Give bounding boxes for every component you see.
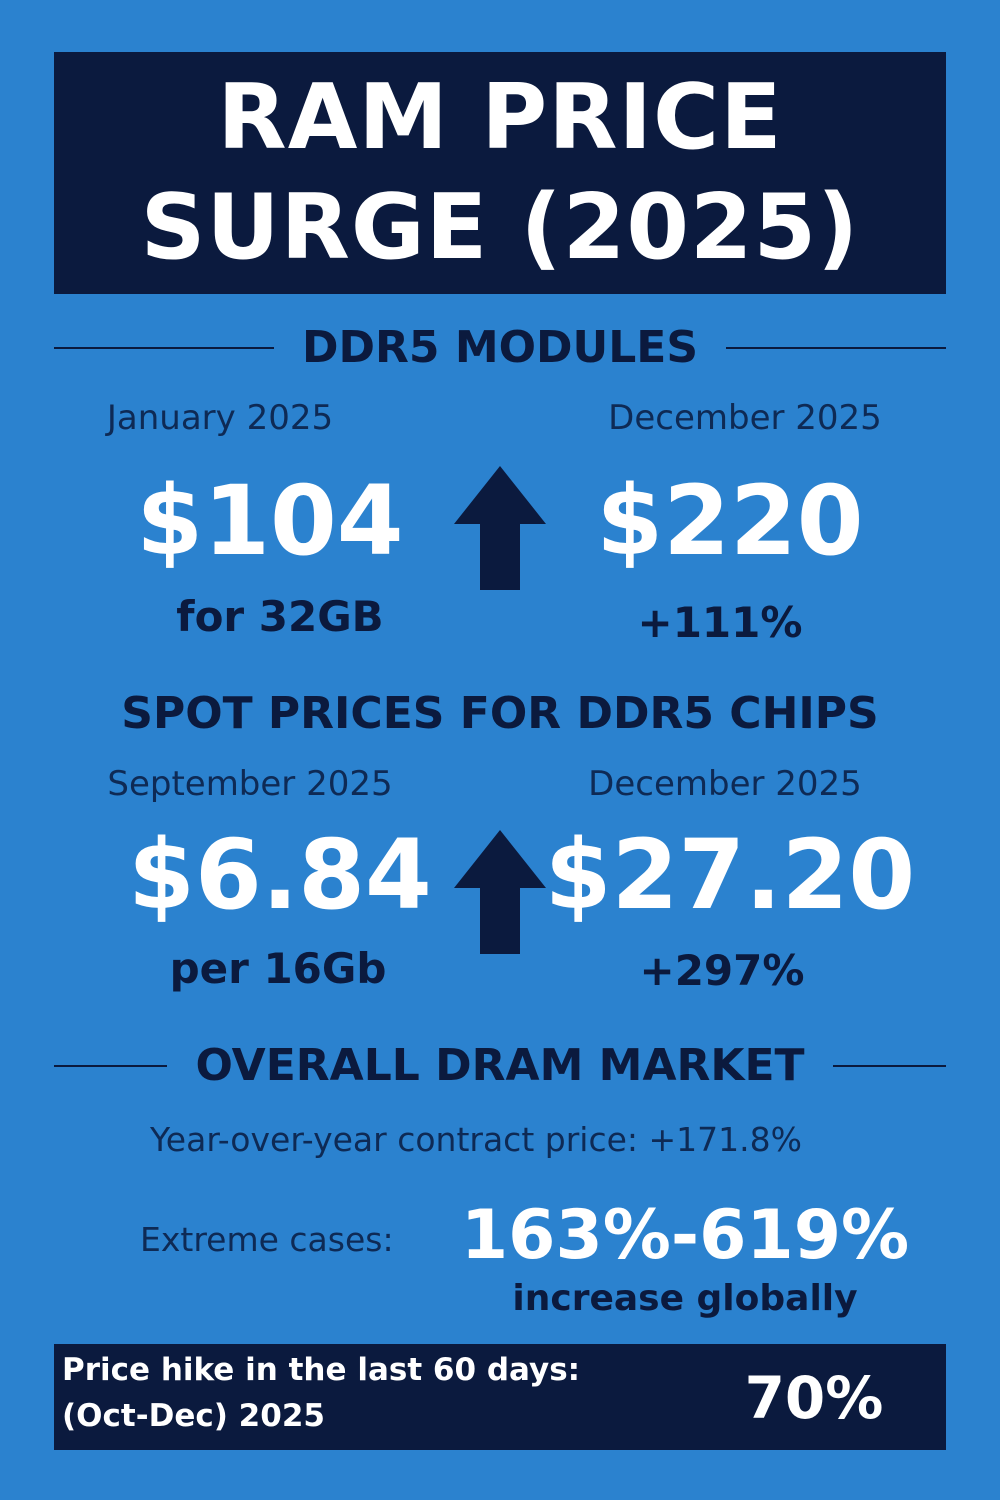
up-arrow-icon	[454, 830, 546, 954]
footer-line-1: Price hike in the last 60 days:	[62, 1352, 581, 1388]
yoy-contract-price: Year-over-year contract price: +171.8%	[150, 1120, 802, 1159]
footer-banner: Price hike in the last 60 days: (Oct-Dec…	[54, 1344, 946, 1450]
ddr5-to-price: $220	[596, 465, 864, 577]
ddr5-modules-heading-text: DDR5 MODULES	[301, 322, 699, 373]
title-line-2: SURGE (2025)	[140, 175, 860, 280]
spot-to-price: $27.20	[544, 819, 916, 931]
extreme-cases-label: Extreme cases:	[140, 1220, 394, 1259]
extreme-cases-value: 163%-619%	[460, 1196, 910, 1275]
ddr5-modules-heading: DDR5 MODULES	[54, 322, 946, 373]
ddr5-from-note: for 32GB	[176, 592, 384, 641]
ddr5-from-price: $104	[136, 465, 404, 577]
ddr5-to-period: December 2025	[608, 398, 882, 438]
spot-to-period: December 2025	[588, 764, 862, 804]
overall-market-heading-text: OVERALL DRAM MARKET	[195, 1040, 805, 1091]
spot-prices-heading: SPOT PRICES FOR DDR5 CHIPS	[121, 688, 879, 739]
overall-market-heading: OVERALL DRAM MARKET	[54, 1040, 947, 1091]
heading-rule-right	[726, 346, 946, 349]
spot-from-period: September 2025	[107, 764, 393, 804]
title-banner: RAM PRICE SURGE (2025)	[54, 52, 946, 294]
extreme-cases-sub: increase globally	[512, 1278, 858, 1319]
spot-from-note: per 16Gb	[169, 944, 387, 993]
heading-rule-left	[54, 1064, 168, 1067]
spot-to-change: +297%	[639, 946, 805, 995]
heading-rule-right	[832, 1064, 947, 1067]
up-arrow-icon	[454, 466, 546, 590]
footer-value: 70%	[744, 1364, 884, 1432]
ddr5-from-period: January 2025	[106, 398, 334, 438]
title-line-1: RAM PRICE	[217, 65, 783, 170]
spot-from-price: $6.84	[128, 819, 432, 931]
heading-rule-left	[54, 346, 274, 349]
footer-line-2: (Oct-Dec) 2025	[62, 1398, 325, 1434]
ddr5-to-change: +111%	[637, 598, 803, 647]
